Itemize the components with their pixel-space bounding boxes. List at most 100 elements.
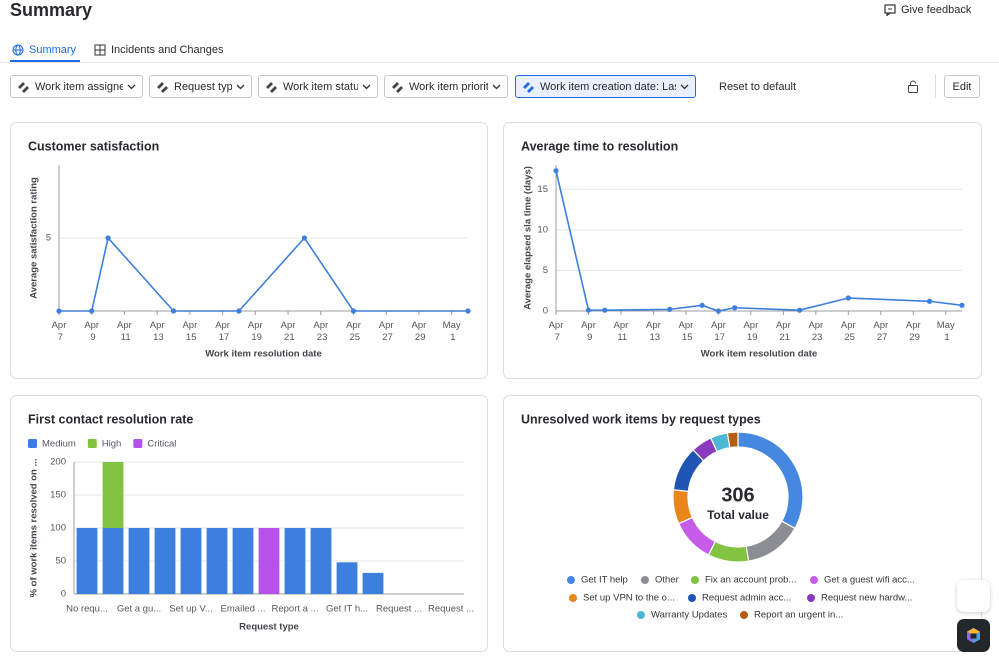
y-tick-label: 10	[537, 224, 548, 235]
tab-label: Incidents and Changes	[111, 44, 224, 56]
data-point	[89, 308, 95, 314]
x-tick-label: Emailed ...	[221, 604, 266, 615]
data-point	[959, 302, 965, 308]
bar	[206, 528, 228, 594]
bar	[362, 572, 384, 594]
x-tick-label: Apr 23	[313, 320, 328, 343]
x-tick-label: Apr 23	[808, 320, 823, 343]
data-point	[699, 302, 705, 308]
bar	[284, 528, 306, 594]
chevron	[127, 84, 136, 89]
x-tick-label: Apr 11	[614, 320, 629, 343]
filter-label: Work item assignee	[35, 80, 123, 93]
legend-label: Get a guest wifi acc...	[824, 575, 915, 586]
x-tick-label: Apr 7	[549, 320, 564, 343]
x-tick-label: Apr 7	[52, 320, 67, 343]
chart-title: Customer satisfaction	[28, 139, 159, 153]
filter-button[interactable]: Work item creation date: Last	[515, 75, 696, 98]
x-axis-label: Work item resolution date	[701, 349, 817, 360]
x-tick-label: Set up V...	[169, 604, 213, 615]
data-point	[465, 308, 471, 314]
legend-swatch	[691, 576, 699, 584]
page-title: Summary	[10, 0, 93, 20]
x-tick-label: Apr 25	[346, 320, 361, 343]
legend-label: Warranty Updates	[651, 610, 727, 621]
bar	[128, 528, 150, 594]
feedback-button[interactable]: Give feedback	[884, 4, 971, 16]
bar	[336, 562, 358, 594]
y-tick-label: 150	[50, 490, 66, 501]
x-tick-label: Apr 11	[117, 320, 132, 343]
data-point	[732, 305, 738, 311]
bar	[76, 528, 98, 594]
legend-swatch	[567, 576, 575, 584]
tab-incidents[interactable]: Incidents and Changes	[94, 44, 224, 56]
data-point	[602, 307, 608, 313]
chevron	[236, 84, 245, 89]
legend-label: Request new hardw...	[821, 593, 912, 604]
tab-divider	[0, 62, 999, 63]
reset-button[interactable]: Reset to default	[719, 81, 797, 93]
chart-title: Average time to resolution	[521, 139, 678, 153]
x-tick-label: Apr 25	[841, 320, 856, 343]
x-tick-label: Apr 19	[743, 320, 758, 343]
data-point	[797, 307, 803, 313]
data-point	[845, 295, 851, 301]
floating-button[interactable]	[957, 580, 990, 612]
x-tick-label: Apr 9	[581, 320, 596, 343]
legend-swatch	[87, 439, 97, 448]
filter-label: Work item status	[283, 80, 358, 93]
x-tick-label: Apr 27	[873, 320, 888, 343]
legend-label: Fix an account prob...	[705, 575, 796, 586]
filter-label: Work item creation date: Last	[540, 80, 676, 93]
lock-icon[interactable]	[907, 80, 919, 93]
legend-swatch	[28, 439, 37, 448]
data-line	[59, 236, 468, 312]
legend-label: Get IT help	[581, 575, 628, 586]
jira-icon	[523, 82, 534, 93]
jira-icon	[392, 82, 403, 93]
legend-label: Set up VPN to the o...	[583, 593, 675, 604]
filter-button[interactable]: Request type	[149, 75, 252, 98]
jira-icon	[157, 82, 168, 93]
bar	[154, 528, 176, 594]
bar	[258, 528, 280, 594]
bar	[102, 528, 124, 594]
data-point	[715, 308, 722, 314]
legend-label: Other	[655, 575, 679, 586]
y-tick-label: 100	[50, 523, 66, 534]
x-tick-label: No requ...	[66, 604, 108, 615]
data-point	[170, 308, 177, 314]
x-tick-label: Apr 21	[776, 320, 791, 343]
x-tick-label: Apr 19	[248, 320, 263, 343]
legend-label: Request admin acc...	[702, 593, 791, 604]
chart-title: Unresolved work items by request types	[521, 412, 761, 426]
legend-swatch	[641, 576, 649, 584]
x-tick-label: Request ...	[376, 604, 422, 615]
data-point	[301, 235, 307, 241]
legend-swatch	[569, 594, 577, 602]
tab-summary[interactable]: Summary	[12, 44, 76, 56]
data-point	[926, 298, 933, 304]
filter-button[interactable]: Work item priority	[384, 75, 508, 98]
panel	[503, 395, 982, 652]
legend-swatch	[637, 611, 645, 619]
filter-button[interactable]: Work item assignee	[10, 75, 143, 98]
data-point	[553, 168, 559, 174]
edit-button[interactable]: Edit	[944, 75, 980, 98]
y-axis-label: Average satisfaction rating	[29, 177, 40, 299]
y-tick-label: 5	[543, 265, 548, 276]
x-tick-label: Apr 21	[281, 320, 296, 343]
filter-button[interactable]: Work item status	[258, 75, 378, 98]
assistant-button[interactable]	[957, 619, 990, 652]
bar	[180, 528, 202, 594]
chart-title: First contact resolution rate	[28, 412, 193, 426]
chevron	[680, 84, 689, 89]
data-point	[350, 308, 357, 314]
x-tick-label: May 1	[937, 320, 955, 343]
x-tick-label: Request ...	[428, 604, 474, 615]
x-tick-label: Apr 13	[646, 320, 661, 343]
x-tick-label: Report a ...	[272, 604, 319, 615]
data-point	[585, 307, 592, 313]
